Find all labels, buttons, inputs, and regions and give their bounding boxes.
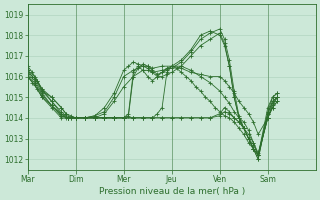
X-axis label: Pression niveau de la mer( hPa ): Pression niveau de la mer( hPa ) [99, 187, 245, 196]
